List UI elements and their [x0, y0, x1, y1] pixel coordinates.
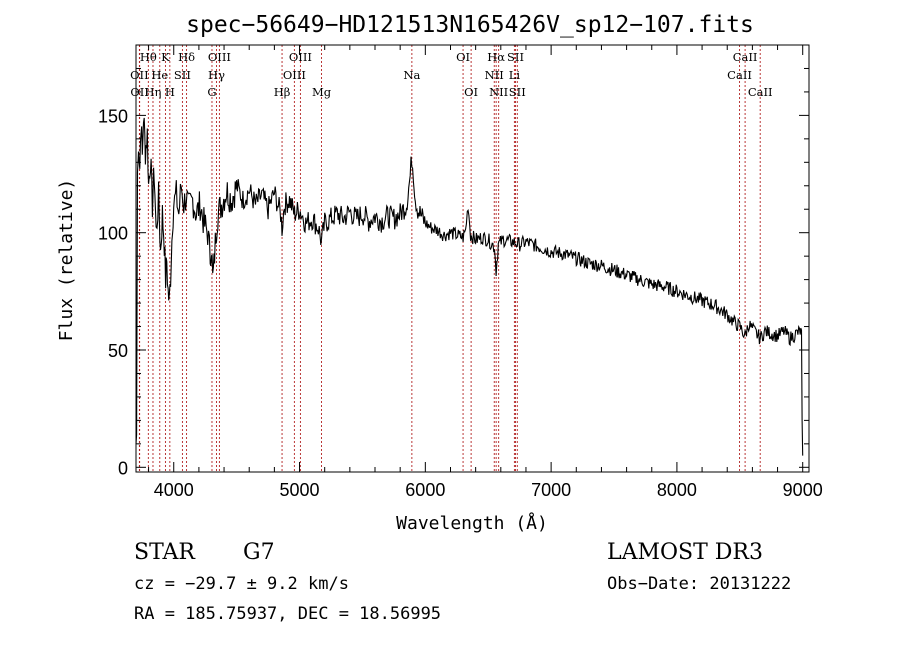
- line-label-4: He: [151, 68, 168, 82]
- line-label-22: Li: [509, 68, 521, 82]
- line-label-21: NII: [489, 85, 508, 99]
- spectral-line-markers: [138, 45, 761, 472]
- line-label-12: Hβ: [274, 85, 291, 99]
- chart-title: spec−56649−HD121513N165426V_sp12−107.fit…: [186, 12, 754, 38]
- line-label-20: Hα: [487, 50, 505, 64]
- redshift-cz: cz = −29.7 ± 9.2 km/s: [134, 574, 349, 594]
- y-tick-label: 150: [98, 106, 128, 126]
- line-label-1: OII: [130, 68, 149, 82]
- x-tick-label: 7000: [531, 480, 571, 500]
- survey-name: LAMOST DR3: [607, 540, 763, 565]
- line-label-24: SII: [509, 85, 526, 99]
- line-label-18: OI: [464, 85, 478, 99]
- plot-frame: [135, 44, 810, 473]
- line-label-9: OIII: [208, 50, 231, 64]
- line-label-0: Hθ: [140, 50, 157, 64]
- x-tick-label: 6000: [405, 480, 445, 500]
- line-label-14: OIII: [289, 50, 312, 64]
- y-tick-label: 100: [98, 224, 128, 244]
- y-axis-label: Flux (relative): [56, 179, 77, 342]
- x-tick-label: 4000: [154, 480, 194, 500]
- x-axis-ticks: 4000 5000 6000 7000 8000 9000: [148, 45, 823, 500]
- observation-date: Obs−Date: 20131222: [607, 574, 791, 594]
- line-label-25: CaII: [727, 68, 752, 82]
- line-label-16: Na: [403, 68, 420, 82]
- line-label-8: Hδ: [178, 50, 195, 64]
- line-label-17: OI: [456, 50, 470, 64]
- line-label-13: OIII: [283, 68, 306, 82]
- x-tick-label: 5000: [280, 480, 320, 500]
- line-label-23: SII: [507, 50, 524, 64]
- line-label-15: Mg: [312, 85, 332, 99]
- y-tick-label: 50: [108, 341, 128, 361]
- line-label-6: H: [165, 85, 175, 99]
- line-label-5: K: [161, 50, 170, 64]
- ra-dec: RA = 185.75937, DEC = 18.56995: [134, 604, 441, 624]
- spectrum-series-line: [135, 117, 804, 456]
- line-label-3: Hη: [145, 85, 162, 99]
- y-axis-ticks: 0 50 100 150: [98, 44, 809, 478]
- x-tick-label: 9000: [783, 480, 823, 500]
- x-axis-label: Wavelength (Å): [396, 512, 548, 534]
- y-tick-label: 0: [118, 458, 128, 478]
- line-label-19: NII: [485, 68, 504, 82]
- line-label-11: G: [207, 85, 216, 99]
- line-label-26: CaII: [733, 50, 758, 64]
- line-label-27: CaII: [748, 85, 773, 99]
- object-class: STAR: [134, 540, 196, 565]
- x-tick-label: 8000: [657, 480, 697, 500]
- line-label-10: Hγ: [208, 68, 225, 82]
- line-label-7: SII: [174, 68, 191, 82]
- object-subclass: G7: [243, 540, 275, 565]
